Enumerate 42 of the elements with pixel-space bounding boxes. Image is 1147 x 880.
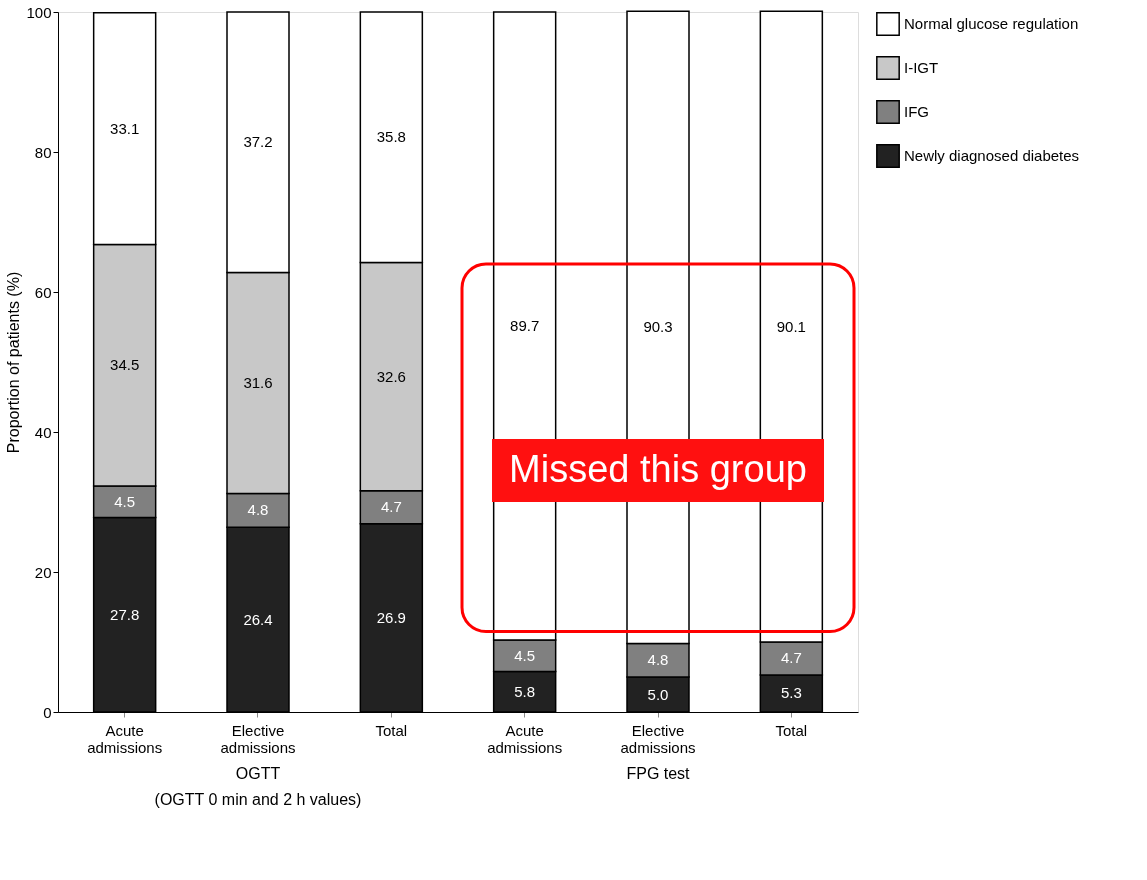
data-label: 26.4 <box>243 610 273 628</box>
legend-label: IFG <box>904 103 929 120</box>
data-label: 32.6 <box>376 367 406 385</box>
y-tick-label: 80 <box>34 143 52 161</box>
data-label: 89.7 <box>510 316 540 334</box>
y-tick-label: 60 <box>34 283 52 301</box>
x-tick-label: Elective admissions <box>620 721 696 756</box>
data-label: 90.3 <box>643 318 673 336</box>
x-tick-label: Acute admissions <box>87 721 163 756</box>
data-label: 4.5 <box>114 492 136 510</box>
x-tick-label: Total <box>375 721 408 739</box>
legend-label: Newly diagnosed diabetes <box>904 147 1080 164</box>
data-label: 34.5 <box>110 356 140 374</box>
data-label: 5.0 <box>647 685 669 703</box>
data-label: 4.7 <box>380 498 402 516</box>
data-label: 4.8 <box>647 651 669 669</box>
y-tick-label: 0 <box>43 703 52 721</box>
data-label: 4.5 <box>514 646 536 664</box>
data-label: 4.7 <box>780 649 802 667</box>
data-label: 27.8 <box>110 605 140 623</box>
annotation: Missed this group <box>509 447 807 490</box>
data-label: 26.9 <box>376 608 406 626</box>
text: FPG test <box>626 765 691 782</box>
text: (OGTT 0 min and 2 h values) <box>154 791 362 808</box>
x-tick-label: Acute admissions <box>487 721 563 756</box>
y-tick-label: 100 <box>26 3 52 21</box>
data-label: 4.8 <box>247 501 269 519</box>
legend-label: I-IGT <box>904 59 939 76</box>
x-tick-label: Elective admissions <box>220 721 296 756</box>
data-label: 35.8 <box>376 128 406 146</box>
data-label: 5.3 <box>780 684 802 702</box>
data-label: 5.8 <box>514 682 536 700</box>
data-label: 31.6 <box>243 374 273 391</box>
legend-label: Normal glucose regulation <box>904 15 1079 32</box>
data-label: 37.2 <box>243 133 273 151</box>
data-label: 33.1 <box>110 119 140 137</box>
y-tick-label: 20 <box>34 563 52 581</box>
y-tick-label: 40 <box>34 423 52 441</box>
data-label: 90.1 <box>776 317 806 335</box>
text: OGTT <box>235 765 281 782</box>
y-axis-title: Proportion of patients (%) <box>5 271 23 454</box>
x-tick-label: Total <box>775 721 808 739</box>
